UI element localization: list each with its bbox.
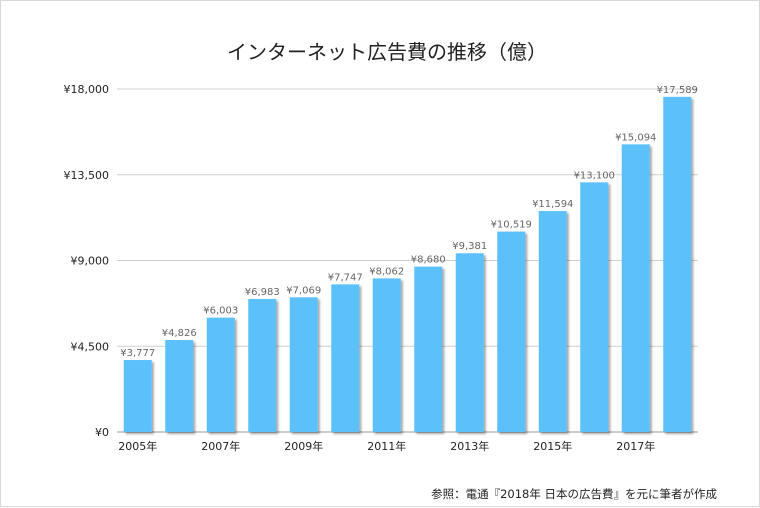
data-label: ¥13,100 <box>574 170 615 181</box>
bar <box>289 297 318 432</box>
data-label: ¥7,747 <box>328 272 363 283</box>
bar <box>663 96 692 432</box>
data-label: ¥8,680 <box>411 255 446 266</box>
source-note: 参照：電通『2018年 日本の広告費』を元に筆者が作成 <box>431 487 717 501</box>
data-label: ¥4,826 <box>162 328 197 339</box>
x-tick-label: 2017年 <box>616 439 655 453</box>
data-label: ¥9,381 <box>452 241 487 252</box>
x-tick-label: 2009年 <box>284 439 323 453</box>
bar <box>206 317 235 432</box>
data-label: ¥8,062 <box>369 266 404 277</box>
data-label: ¥6,003 <box>203 306 238 317</box>
data-label: ¥3,777 <box>120 348 155 359</box>
x-tick-label: 2005年 <box>118 439 157 453</box>
y-tick-label: ¥9,000 <box>71 255 110 268</box>
bar <box>497 231 526 432</box>
bar <box>123 360 152 432</box>
data-label: ¥10,519 <box>491 220 532 231</box>
data-label: ¥15,094 <box>615 132 656 143</box>
x-tick-label: 2013年 <box>450 439 489 453</box>
bar <box>248 298 277 432</box>
y-tick-label: ¥13,500 <box>64 169 110 182</box>
y-tick-label: ¥0 <box>95 426 109 439</box>
x-tick-label: 2015年 <box>533 439 572 453</box>
data-label: ¥7,069 <box>286 285 321 296</box>
data-label: ¥6,983 <box>245 287 280 298</box>
bar <box>455 253 484 432</box>
bar <box>372 278 401 432</box>
bar <box>621 144 650 433</box>
y-tick-label: ¥18,000 <box>64 83 110 96</box>
data-label: ¥11,594 <box>532 199 573 210</box>
bar <box>331 284 360 432</box>
bar <box>538 211 567 432</box>
bar <box>414 266 443 432</box>
bar <box>165 340 194 432</box>
x-tick-label: 2011年 <box>367 439 406 453</box>
y-axis: ¥0 ¥4,500 ¥9,000 ¥13,500 ¥18,000 <box>64 83 110 439</box>
gridlines <box>117 88 698 433</box>
chart-title: インターネット広告費の推移（億） <box>227 40 547 64</box>
x-tick-label: 2007年 <box>201 439 240 453</box>
bars: ¥3,777 ¥4,826 ¥6,003 ¥6,983 ¥7,069 ¥7,747 ¥8,0… <box>120 85 698 433</box>
x-axis: 2005年 2007年 2009年 2011年 2013年 2015年 2017年 <box>118 439 655 453</box>
data-label: ¥17,589 <box>657 85 698 96</box>
bar <box>580 182 609 432</box>
y-tick-label: ¥4,500 <box>71 340 110 353</box>
